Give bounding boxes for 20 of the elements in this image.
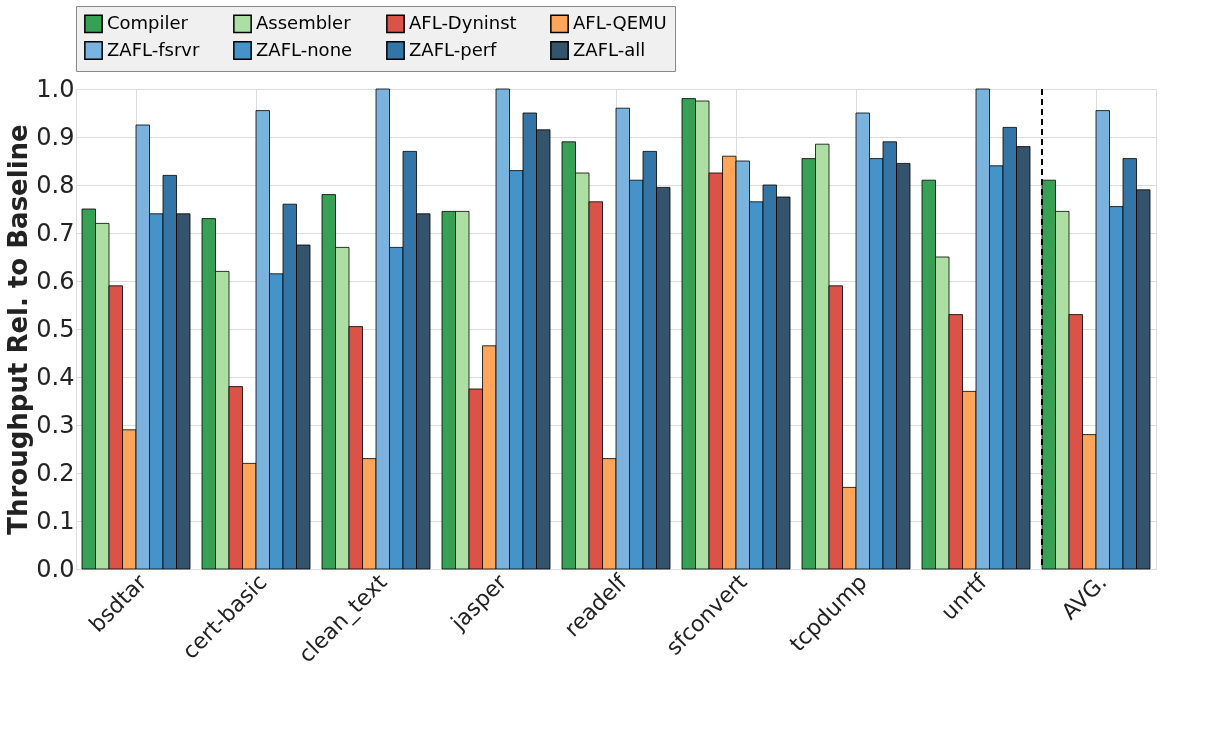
y-tick-label: 0.2 — [36, 458, 75, 487]
legend-label: ZAFL-fsrvr — [107, 38, 200, 60]
legend-label: Compiler — [107, 11, 189, 33]
legend-label: AFL-Dyninst — [409, 11, 517, 33]
y-tick-label: 0.4 — [36, 362, 75, 391]
legend-label: ZAFL-all — [573, 38, 646, 60]
legend-label: ZAFL-none — [256, 38, 353, 60]
legend-label: Assembler — [256, 11, 352, 33]
y-tick-label: 1.0 — [36, 74, 75, 103]
y-tick-label: 0.6 — [36, 266, 75, 295]
y-tick-label: 0.3 — [36, 410, 75, 439]
y-axis-title: Throughput Rel. to Baseline — [3, 124, 34, 535]
y-tick-label: 0.7 — [36, 218, 75, 247]
y-tick-label: 0.8 — [36, 170, 75, 199]
legend-label: AFL-QEMU — [573, 11, 667, 33]
legend-label: ZAFL-perf — [409, 38, 498, 60]
y-tick-label: 0.1 — [36, 506, 75, 535]
y-tick-label: 0.0 — [36, 554, 75, 583]
y-tick-label: 0.9 — [36, 122, 75, 151]
y-tick-label: 0.5 — [36, 314, 75, 343]
